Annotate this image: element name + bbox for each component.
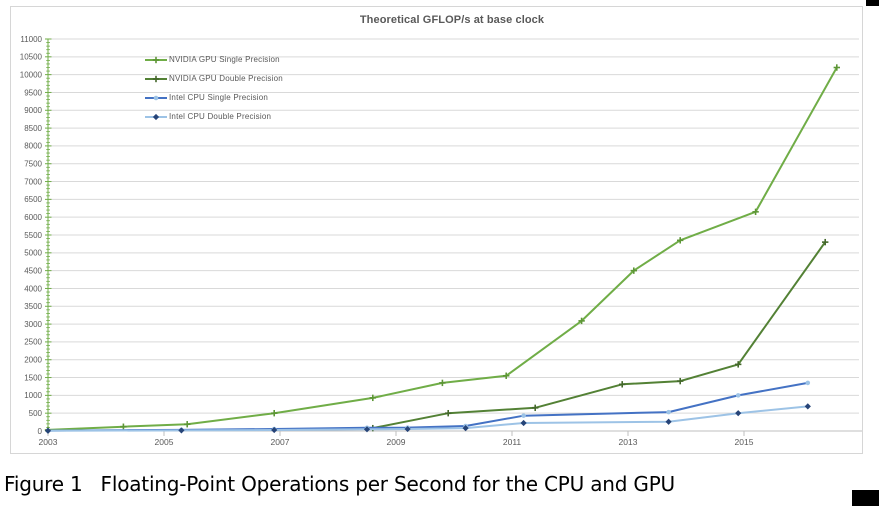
chart-frame: 2003 2005 2007 2009 2011 2013 2015 0 500 1000 1500… (10, 6, 863, 454)
x-tick-label: 2013 (619, 437, 638, 447)
y-tick-label: 0 (38, 427, 43, 436)
chart-plot: 2003 2005 2007 2009 2011 2013 2015 0 500 1000 1500… (20, 35, 862, 447)
legend-label: Intel CPU Double Precision (169, 112, 272, 121)
y-tick-label: 9000 (24, 106, 42, 115)
legend-item-2: Intel CPU Single Precision (145, 88, 283, 107)
y-tick-label: 4500 (24, 266, 42, 275)
legend-label: NVIDIA GPU Double Precision (169, 74, 283, 83)
legend-item-0: NVIDIA GPU Single Precision (145, 50, 283, 69)
screen-artifact-bottom-right (852, 490, 879, 506)
y-tick-label: 7500 (24, 160, 42, 169)
y-tick-label: 3000 (24, 320, 42, 329)
y-tick-label: 2500 (24, 338, 42, 347)
legend-marker-icon (145, 56, 167, 63)
x-tick-label: 2005 (155, 437, 174, 447)
legend-item-1: NVIDIA GPU Double Precision (145, 69, 283, 88)
x-tick-label: 2003 (39, 437, 58, 447)
series-nvidia-gpu-double-precision (369, 238, 829, 432)
legend-marker-icon (145, 113, 167, 120)
y-tick-label: 6000 (24, 213, 42, 222)
figure-caption: Figure 1 Floating-Point Operations per Se… (4, 472, 675, 496)
y-tick-label: 1000 (24, 391, 42, 400)
y-tick-label: 8000 (24, 142, 42, 151)
y-tick-label: 10000 (20, 70, 43, 79)
y-tick-label: 2000 (24, 356, 42, 365)
y-tick-label: 500 (29, 409, 43, 418)
chart-title: Theoretical GFLOP/s at base clock (359, 14, 545, 26)
y-axis: 0 500 1000 1500 2000 2500 3000 3500 4000 4500 5000… (20, 35, 52, 436)
x-axis: 2003 2005 2007 2009 2011 2013 2015 (39, 431, 754, 447)
y-tick-label: 4000 (24, 284, 42, 293)
y-tick-label: 10500 (20, 53, 43, 62)
legend-marker-icon (145, 75, 167, 82)
y-tick-label: 5500 (24, 231, 42, 240)
y-tick-label: 8500 (24, 124, 42, 133)
series-intel-cpu-double-precision (44, 403, 811, 434)
gridlines (48, 38, 859, 414)
x-tick-label: 2007 (271, 437, 290, 447)
y-tick-label: 5000 (24, 249, 42, 258)
y-tick-label: 3500 (24, 302, 42, 311)
figure-caption-text: Floating-Point Operations per Second for… (100, 472, 676, 496)
legend-label: NVIDIA GPU Single Precision (169, 55, 280, 64)
y-tick-label: 6500 (24, 195, 42, 204)
legend-label: Intel CPU Single Precision (169, 93, 269, 102)
y-tick-label: 1500 (24, 373, 42, 382)
y-tick-label: 7000 (24, 177, 42, 186)
legend-item-3: Intel CPU Double Precision (145, 107, 283, 126)
screen-artifact-top-right (866, 0, 879, 6)
y-tick-label: 9500 (24, 88, 42, 97)
chart-legend: NVIDIA GPU Single Precision NVIDIA GPU Do… (145, 50, 283, 126)
legend-marker-icon (145, 95, 167, 100)
y-tick-label: 11000 (20, 35, 42, 44)
x-tick-label: 2015 (735, 437, 754, 447)
x-tick-label: 2011 (503, 437, 522, 447)
x-tick-label: 2009 (387, 437, 406, 447)
figure-caption-label: Figure 1 (4, 472, 83, 496)
